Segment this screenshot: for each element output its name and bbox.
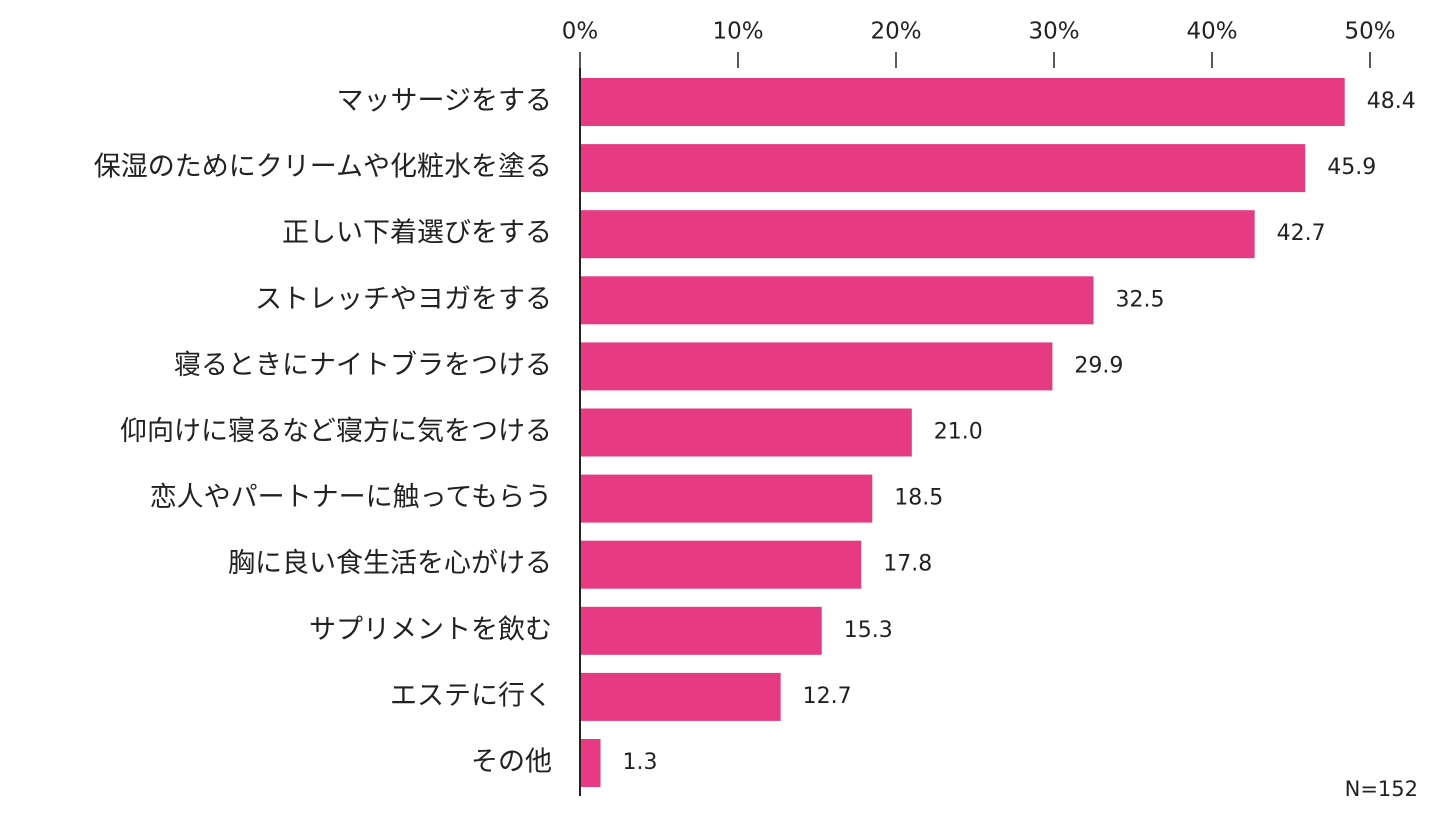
value-label: 48.4 — [1367, 89, 1416, 114]
y-tick-label: その他 — [471, 747, 552, 778]
y-tick-label: ストレッチやヨガをする — [255, 284, 552, 315]
annotation: N=152 — [1345, 777, 1418, 801]
value-label: 21.0 — [934, 420, 983, 445]
value-label: 17.8 — [883, 552, 932, 577]
y-tick-label: 寝るときにナイトブラをつける — [174, 350, 552, 381]
x-tick-label: 30% — [1028, 19, 1079, 45]
value-label: 15.3 — [844, 618, 893, 643]
x-tick-label: 0% — [562, 19, 599, 45]
value-label: 12.7 — [803, 684, 852, 709]
bar — [580, 144, 1306, 193]
bar — [580, 540, 862, 589]
y-tick-label: サプリメントを飲む — [309, 614, 552, 645]
y-tick-label: 恋人やパートナーに触ってもらう — [150, 482, 552, 513]
value-label: 18.5 — [894, 486, 943, 511]
bar — [580, 739, 601, 787]
y-tick-label: 胸に良い食生活を心がける — [228, 548, 552, 579]
value-label: 29.9 — [1074, 353, 1123, 378]
bar — [580, 210, 1255, 259]
bar — [580, 342, 1053, 391]
y-tick-label: 保湿のためにクリームや化粧水を塗る — [94, 152, 552, 183]
bar — [580, 408, 912, 457]
x-tick-label: 20% — [870, 19, 921, 45]
bar — [580, 276, 1094, 325]
bar — [580, 606, 822, 655]
value-label: 42.7 — [1277, 221, 1326, 246]
value-label: 45.9 — [1327, 155, 1376, 180]
y-tick-label: 仰向けに寝るなど寝方に気をつける — [120, 416, 552, 447]
y-tick-label: エステに行く — [390, 680, 552, 711]
x-tick-label: 40% — [1186, 19, 1237, 45]
value-label: 32.5 — [1116, 287, 1165, 312]
y-tick-label: マッサージをする — [337, 86, 552, 117]
x-tick-label: 50% — [1344, 19, 1395, 45]
x-tick-label: 10% — [712, 19, 763, 45]
value-label: 1.3 — [623, 750, 658, 775]
bar — [580, 474, 873, 523]
y-tick-label: 正しい下着選びをする — [282, 218, 552, 249]
bar — [580, 78, 1345, 126]
bar — [580, 672, 781, 721]
